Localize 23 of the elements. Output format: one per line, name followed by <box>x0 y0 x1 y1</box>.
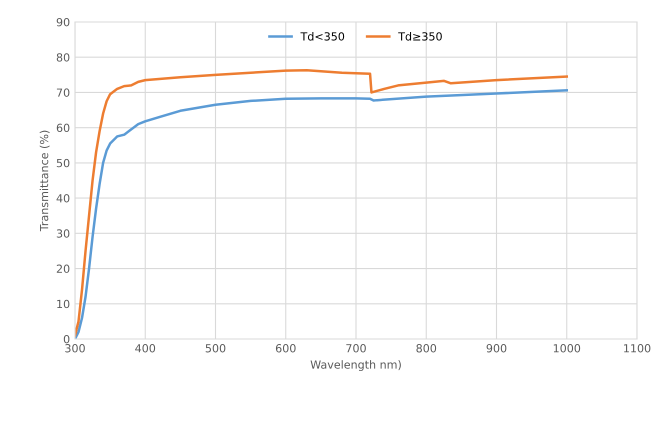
y-tick-label: 0 <box>64 334 70 344</box>
y-tick-label: 20 <box>56 264 70 273</box>
y-tick-label: 40 <box>56 194 70 202</box>
x-tick-label: 600 <box>276 344 296 352</box>
x-tick-label: 1100 <box>624 344 650 352</box>
y-axis-title: Transmittance (%) <box>40 130 50 232</box>
x-tick-label: 700 <box>346 344 366 352</box>
y-tick-label: 80 <box>56 53 70 62</box>
x-tick-label: 400 <box>135 344 156 352</box>
legend-label: Td≥350 <box>398 32 442 41</box>
y-tick-label: 10 <box>57 300 70 308</box>
x-tick-label: 800 <box>416 344 436 352</box>
y-tick-label: 70 <box>56 88 70 97</box>
x-tick-label: 1000 <box>554 344 580 352</box>
x-axis-title: Wavelength nm) <box>310 360 401 371</box>
x-tick-label: 900 <box>486 344 506 352</box>
x-tick-label: 500 <box>206 344 226 352</box>
y-tick-label: 50 <box>56 158 70 168</box>
y-tick-label: 30 <box>56 229 70 238</box>
y-tick-label: 60 <box>56 124 70 132</box>
y-tick-label: 90 <box>56 18 70 26</box>
x-tick-label: 300 <box>65 344 85 352</box>
legend-label: Td<350 <box>300 32 344 41</box>
